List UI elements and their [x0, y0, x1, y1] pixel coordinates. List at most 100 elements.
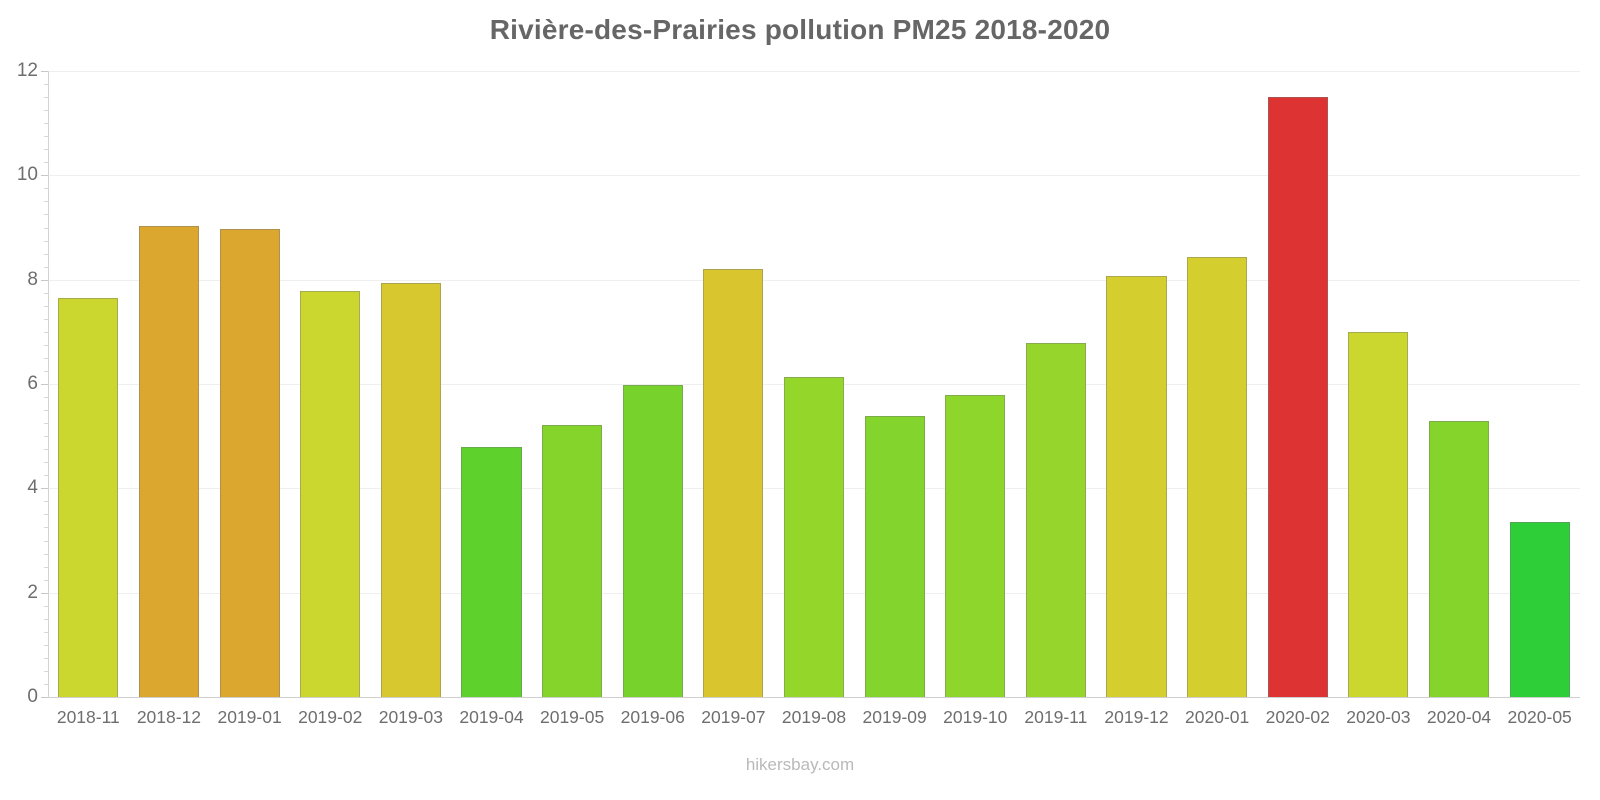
bar-2018-12[interactable]: [138, 226, 199, 697]
y-minor-tick: [44, 631, 49, 633]
y-minor-tick: [44, 149, 49, 151]
x-axis-tick-label-2019-04: 2019-04: [459, 707, 524, 727]
y-minor-tick: [44, 344, 49, 346]
y-axis-tick-label-6: 6: [27, 373, 38, 394]
y-minor-tick: [44, 136, 49, 138]
x-axis-tick-label-2019-12: 2019-12: [1104, 707, 1169, 727]
y-minor-tick: [44, 644, 49, 646]
y-minor-tick: [44, 514, 49, 516]
gridline-12: [48, 71, 1580, 72]
x-axis-tick-label-2019-11: 2019-11: [1024, 707, 1088, 727]
x-axis-tick-label-2019-08: 2019-08: [781, 707, 847, 727]
y-minor-tick: [44, 305, 49, 307]
x-axis-tick-label-2018-12: 2018-12: [136, 707, 202, 727]
y-minor-tick: [44, 566, 49, 568]
y-minor-tick: [44, 527, 49, 529]
y-minor-tick: [44, 162, 49, 164]
y-minor-tick: [44, 227, 49, 229]
y-minor-tick: [44, 397, 49, 399]
bar-2019-05[interactable]: [542, 425, 603, 697]
y-minor-tick: [44, 540, 49, 542]
y-minor-tick: [44, 618, 49, 620]
bar-series: [48, 71, 1580, 697]
y-minor-tick: [44, 214, 49, 216]
y-minor-tick: [44, 84, 49, 86]
y-minor-tick: [44, 449, 49, 451]
y-minor-tick: [44, 370, 49, 372]
y-minor-tick: [44, 683, 49, 685]
x-axis-tick-label-2018-11: 2018-11: [56, 707, 120, 727]
x-axis-tick-label-2020-04: 2020-04: [1426, 707, 1492, 727]
y-axis-tick-mark: [41, 488, 48, 490]
y-axis-tick-mark: [41, 384, 48, 385]
y-minor-tick: [44, 123, 49, 125]
y-minor-tick: [44, 657, 49, 659]
y-axis-tick-label-10: 10: [16, 164, 38, 186]
x-axis-tick-label-2020-05: 2020-05: [1507, 707, 1572, 727]
x-axis-tick-label-2020-01: 2020-01: [1185, 707, 1250, 727]
bar-2019-01[interactable]: [219, 228, 280, 697]
bar-2019-09[interactable]: [864, 415, 925, 697]
y-minor-tick: [44, 475, 49, 477]
bar-2020-03[interactable]: [1348, 331, 1409, 697]
y-minor-tick: [44, 188, 49, 190]
x-axis-tick-label-2019-06: 2019-06: [620, 707, 685, 727]
bar-2020-05[interactable]: [1509, 521, 1570, 697]
x-axis-tick-label-2019-05: 2019-05: [539, 707, 605, 727]
y-minor-tick: [44, 501, 49, 503]
y-minor-tick: [44, 436, 49, 438]
y-axis-tick-mark: [41, 279, 48, 281]
y-minor-tick: [44, 410, 49, 412]
x-axis-tick-label-2019-03: 2019-03: [378, 707, 443, 727]
y-minor-tick: [44, 110, 49, 112]
y-axis-tick-label-2: 2: [27, 581, 38, 603]
chart-title: Rivière-des-Prairies pollution PM25 2018…: [489, 14, 1111, 45]
bar-2019-02[interactable]: [300, 291, 361, 697]
bar-2019-03[interactable]: [380, 282, 441, 697]
x-axis-tick-label-2020-02: 2020-02: [1265, 707, 1330, 727]
y-minor-tick: [44, 318, 49, 320]
bar-2019-08[interactable]: [783, 377, 845, 697]
bar-2020-01[interactable]: [1187, 256, 1248, 697]
y-minor-tick: [44, 240, 49, 242]
x-axis-tick-label-2019-02: 2019-02: [298, 707, 363, 727]
y-minor-tick: [44, 253, 49, 255]
y-minor-tick: [44, 553, 49, 555]
y-minor-tick: [44, 97, 49, 99]
x-axis-tick-label-2019-10: 2019-10: [943, 707, 1008, 727]
y-axis-tick-label-4: 4: [27, 477, 38, 499]
y-axis-tick-mark: [41, 697, 48, 698]
footer-credit: hikersbay.com: [745, 755, 855, 774]
bar-2020-02[interactable]: [1267, 97, 1328, 697]
bar-2019-11[interactable]: [1025, 342, 1086, 697]
bar-2020-04[interactable]: [1429, 420, 1490, 697]
gridline-0: [48, 697, 1580, 698]
y-minor-tick: [44, 462, 49, 464]
y-axis-tick-label-8: 8: [27, 268, 38, 290]
x-axis-tick-label-2019-01: 2019-01: [217, 707, 282, 727]
y-minor-tick: [44, 292, 49, 294]
bar-2019-10[interactable]: [945, 395, 1006, 697]
y-minor-tick: [44, 331, 49, 333]
y-minor-tick: [44, 670, 49, 672]
bar-2018-11[interactable]: [58, 297, 119, 697]
y-minor-tick: [44, 266, 49, 268]
bar-2019-04[interactable]: [461, 447, 522, 697]
bar-2019-12[interactable]: [1106, 276, 1167, 697]
bar-2019-07[interactable]: [703, 268, 764, 697]
y-minor-tick: [44, 357, 49, 359]
x-axis-tick-label-2019-09: 2019-09: [862, 707, 927, 727]
y-axis-tick-mark: [41, 175, 48, 177]
x-axis-tick-label-2020-03: 2020-03: [1346, 707, 1411, 727]
gridline-8: [48, 279, 1580, 281]
y-minor-tick: [44, 423, 49, 425]
y-axis-tick-mark: [41, 71, 48, 72]
y-axis-tick-mark: [41, 592, 48, 594]
y-axis-tick-label-0: 0: [27, 686, 38, 707]
y-minor-tick: [44, 579, 49, 581]
gridline-10: [48, 175, 1580, 177]
bar-2019-06[interactable]: [622, 384, 683, 697]
y-minor-tick: [44, 605, 49, 607]
y-axis-tick-label-12: 12: [16, 60, 38, 81]
